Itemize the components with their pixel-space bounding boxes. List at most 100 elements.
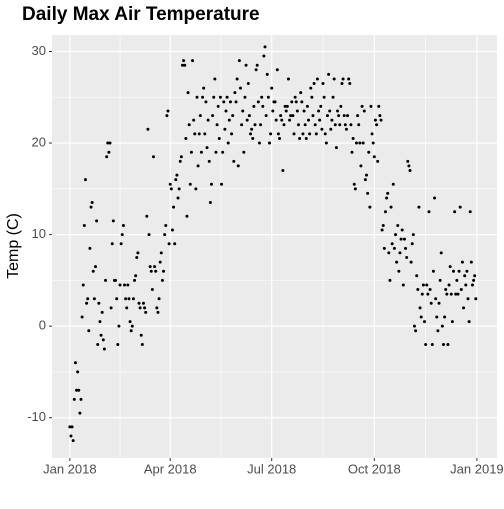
point: [116, 342, 120, 346]
point: [95, 219, 99, 223]
point: [473, 274, 477, 278]
point: [416, 288, 420, 292]
point: [263, 45, 267, 49]
point: [69, 434, 73, 438]
point: [81, 283, 85, 287]
point: [154, 269, 158, 273]
point: [252, 104, 256, 108]
point: [216, 104, 220, 108]
point: [178, 159, 182, 163]
point: [93, 265, 97, 269]
point: [440, 324, 444, 328]
point: [98, 320, 102, 324]
point: [300, 100, 304, 104]
point: [360, 104, 364, 108]
point: [246, 82, 250, 86]
point: [137, 301, 141, 305]
point: [226, 141, 230, 145]
point: [215, 123, 219, 127]
point: [150, 288, 154, 292]
y-tick-label: 20: [32, 134, 46, 149]
point: [162, 269, 166, 273]
point: [407, 164, 411, 168]
plot-panel: [52, 35, 497, 458]
point: [456, 292, 460, 296]
point: [338, 123, 342, 127]
point: [378, 114, 382, 118]
point: [421, 283, 425, 287]
point: [293, 95, 297, 99]
point: [242, 150, 246, 154]
point: [449, 292, 453, 296]
point: [186, 91, 190, 95]
point: [303, 123, 307, 127]
point: [405, 255, 409, 259]
point: [459, 288, 463, 292]
point: [117, 324, 121, 328]
point: [347, 77, 351, 81]
point: [179, 155, 183, 159]
point: [169, 187, 173, 191]
point: [71, 439, 75, 443]
point: [410, 242, 414, 246]
point: [269, 132, 273, 136]
point: [153, 265, 157, 269]
point: [385, 196, 389, 200]
point: [77, 388, 81, 392]
point: [419, 315, 423, 319]
point: [264, 114, 268, 118]
point: [163, 233, 167, 237]
point: [173, 242, 177, 246]
point: [203, 132, 207, 136]
y-tick-label: 10: [32, 226, 46, 241]
point: [155, 306, 159, 310]
point: [295, 109, 299, 113]
point: [329, 127, 333, 131]
point: [235, 77, 239, 81]
point: [414, 329, 418, 333]
point: [474, 297, 478, 301]
points: [68, 45, 478, 443]
point: [289, 114, 293, 118]
point: [164, 223, 168, 227]
point: [381, 223, 385, 227]
point: [275, 68, 279, 72]
point: [301, 132, 305, 136]
point: [104, 278, 108, 282]
y-tick-label: -10: [27, 409, 46, 424]
point: [165, 114, 169, 118]
point: [465, 269, 469, 273]
point: [105, 155, 109, 159]
point: [213, 77, 217, 81]
point: [434, 297, 438, 301]
point: [145, 214, 149, 218]
point: [135, 255, 139, 259]
point: [298, 136, 302, 140]
point: [149, 269, 153, 273]
point: [143, 306, 147, 310]
point: [390, 242, 394, 246]
point: [106, 141, 110, 145]
point: [299, 91, 303, 95]
point: [273, 100, 277, 104]
point: [292, 132, 296, 136]
point: [89, 205, 93, 209]
point: [331, 95, 335, 99]
point: [466, 297, 470, 301]
point: [328, 109, 332, 113]
point: [127, 297, 131, 301]
point: [249, 132, 253, 136]
point: [250, 127, 254, 131]
point: [97, 301, 101, 305]
point: [241, 109, 245, 113]
point: [420, 292, 424, 296]
point: [346, 114, 350, 118]
point: [448, 265, 452, 269]
point: [209, 182, 213, 186]
point: [234, 100, 238, 104]
point: [121, 223, 125, 227]
point: [247, 114, 251, 118]
point: [131, 297, 135, 301]
point: [294, 100, 298, 104]
point: [361, 141, 365, 145]
